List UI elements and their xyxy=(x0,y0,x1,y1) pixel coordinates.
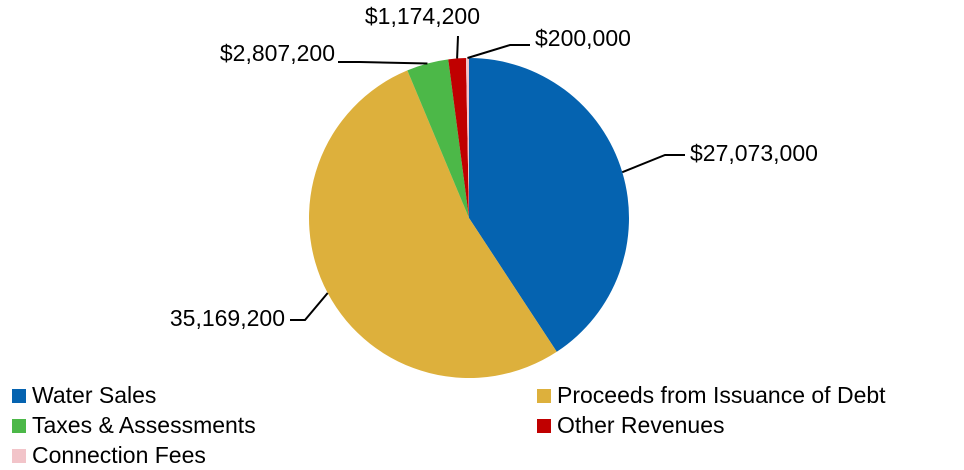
data-label: 35,169,200 xyxy=(170,305,285,331)
legend-label: Taxes & Assessments xyxy=(32,412,256,438)
legend-swatch xyxy=(537,389,551,403)
leader-line xyxy=(456,35,459,59)
pie-slice xyxy=(407,59,469,219)
data-label: $27,073,000 xyxy=(690,140,818,166)
legend-swatch xyxy=(537,419,551,433)
leader-line xyxy=(338,61,428,65)
data-label: $1,174,200 xyxy=(365,3,480,29)
legend-swatch xyxy=(12,449,26,463)
legend-label: Other Revenues xyxy=(557,412,724,438)
legend-label: Water Sales xyxy=(32,382,156,408)
data-label: $200,000 xyxy=(535,25,631,51)
legend-swatch xyxy=(12,419,26,433)
pie-slice xyxy=(469,58,630,352)
legend-swatch xyxy=(12,389,26,403)
pie-slice xyxy=(448,58,469,219)
pie-slice xyxy=(465,58,469,218)
legend-label: Connection Fees xyxy=(32,442,206,468)
leader-line xyxy=(467,44,530,59)
pie-slice xyxy=(309,70,557,378)
legend-label: Proceeds from Issuance of Debt xyxy=(557,382,886,408)
leader-line xyxy=(621,154,685,174)
leader-line xyxy=(290,292,329,321)
data-label: $2,807,200 xyxy=(220,40,335,66)
